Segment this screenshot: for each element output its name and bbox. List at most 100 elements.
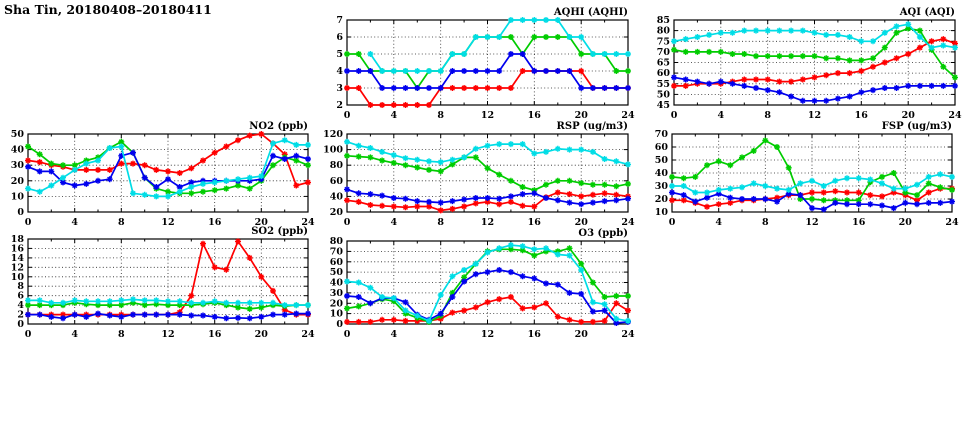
svg-text:0: 0 xyxy=(671,110,678,121)
chart-title-aqi: AQI (AQI) xyxy=(899,7,955,18)
svg-text:24: 24 xyxy=(945,217,959,228)
svg-text:20: 20 xyxy=(575,217,589,228)
svg-text:0: 0 xyxy=(25,329,32,340)
svg-text:24: 24 xyxy=(621,110,635,121)
svg-text:20: 20 xyxy=(902,110,916,121)
svg-text:7: 7 xyxy=(336,15,343,26)
svg-text:8: 8 xyxy=(762,217,769,228)
page-title: Sha Tin, 20180408–20180411 xyxy=(4,2,212,17)
svg-text:65: 65 xyxy=(657,58,670,69)
svg-text:80: 80 xyxy=(657,26,671,37)
svg-text:20: 20 xyxy=(255,329,269,340)
svg-text:40: 40 xyxy=(655,168,669,179)
rsp-plot-canvas: 20 40 60 80 100 120 0 4 8 12 16 20 24 xyxy=(323,129,635,228)
svg-text:16: 16 xyxy=(11,243,25,254)
svg-text:10: 10 xyxy=(330,309,344,320)
chart-title-o3: O3 (ppb) xyxy=(578,228,628,239)
svg-text:80: 80 xyxy=(330,160,344,171)
svg-text:60: 60 xyxy=(657,68,671,79)
svg-text:20: 20 xyxy=(330,298,344,309)
svg-text:4: 4 xyxy=(71,217,78,228)
svg-text:18: 18 xyxy=(11,234,25,245)
svg-text:20: 20 xyxy=(11,176,25,187)
svg-text:50: 50 xyxy=(11,129,25,140)
svg-text:4: 4 xyxy=(390,110,397,121)
svg-text:55: 55 xyxy=(657,79,670,90)
fsp-plot-canvas: 10 20 30 40 50 60 70 0 4 8 12 16 20 24 xyxy=(655,129,959,228)
svg-text:30: 30 xyxy=(655,181,669,192)
svg-text:24: 24 xyxy=(948,110,962,121)
svg-text:8: 8 xyxy=(437,110,444,121)
chart-aqi: 45 50 55 60 65 70 75 80 85 0 4 8 12 16 20 24 AQI (AQI) xyxy=(647,6,964,124)
svg-text:4: 4 xyxy=(715,217,722,228)
svg-text:40: 40 xyxy=(11,145,25,156)
svg-text:12: 12 xyxy=(805,217,818,228)
chart-title-rsp: RSP (ug/m3) xyxy=(556,121,628,132)
svg-text:50: 50 xyxy=(657,89,671,100)
chart-o3: 0 10 20 30 40 50 60 70 80 0 4 8 12 16 20 24 O3 (ppb) xyxy=(320,227,637,343)
svg-text:8: 8 xyxy=(764,110,771,121)
svg-text:16: 16 xyxy=(852,217,866,228)
svg-text:12: 12 xyxy=(161,329,174,340)
chart-title-fsp: FSP (ug/m3) xyxy=(881,121,952,132)
chart-aqhi: 2 3 4 5 6 7 0 4 8 12 16 20 24 AQHI (AQHI) xyxy=(320,6,637,124)
svg-text:24: 24 xyxy=(621,217,635,228)
svg-text:70: 70 xyxy=(330,246,344,257)
svg-text:50: 50 xyxy=(330,267,344,278)
svg-text:16: 16 xyxy=(208,217,222,228)
svg-text:14: 14 xyxy=(11,253,25,264)
svg-text:100: 100 xyxy=(323,145,343,156)
svg-text:4: 4 xyxy=(390,329,397,340)
svg-text:20: 20 xyxy=(899,217,913,228)
svg-text:120: 120 xyxy=(323,129,343,140)
svg-text:10: 10 xyxy=(11,272,25,283)
svg-text:0: 0 xyxy=(669,217,676,228)
svg-text:0: 0 xyxy=(344,110,351,121)
svg-text:75: 75 xyxy=(657,36,670,47)
svg-text:60: 60 xyxy=(330,176,344,187)
svg-text:12: 12 xyxy=(481,217,494,228)
chart-no2: 0 10 20 30 40 50 0 4 8 12 16 20 24 NO2 (ppb) xyxy=(1,120,317,231)
svg-text:6: 6 xyxy=(17,291,24,302)
svg-text:30: 30 xyxy=(11,160,25,171)
chart-so2: 0 2 4 6 8 10 12 14 16 18 0 4 8 12 16 20 24 SO2 (ppb) xyxy=(1,225,317,343)
svg-text:40: 40 xyxy=(330,191,344,202)
svg-text:20: 20 xyxy=(655,194,669,205)
svg-text:80: 80 xyxy=(330,236,344,247)
chart-fsp: 10 20 30 40 50 60 70 0 4 8 12 16 20 24 FSP (ug/m3) xyxy=(645,120,961,231)
svg-text:12: 12 xyxy=(11,262,24,273)
svg-text:24: 24 xyxy=(621,329,635,340)
svg-text:16: 16 xyxy=(528,217,542,228)
svg-text:8: 8 xyxy=(17,281,24,292)
svg-text:12: 12 xyxy=(481,110,494,121)
svg-text:16: 16 xyxy=(528,329,542,340)
svg-text:60: 60 xyxy=(330,257,344,268)
svg-text:4: 4 xyxy=(336,66,343,77)
svg-text:12: 12 xyxy=(481,329,494,340)
svg-text:2: 2 xyxy=(17,310,24,321)
no2-plot-canvas: 0 10 20 30 40 50 0 4 8 12 16 20 24 xyxy=(11,129,315,228)
svg-text:16: 16 xyxy=(208,329,222,340)
svg-text:0: 0 xyxy=(17,207,24,218)
svg-text:20: 20 xyxy=(330,207,344,218)
svg-text:30: 30 xyxy=(330,288,344,299)
svg-text:85: 85 xyxy=(657,15,670,26)
svg-text:6: 6 xyxy=(336,32,343,43)
svg-text:70: 70 xyxy=(657,47,671,58)
svg-text:4: 4 xyxy=(717,110,724,121)
svg-text:24: 24 xyxy=(301,217,315,228)
svg-text:10: 10 xyxy=(655,207,669,218)
chart-title-no2: NO2 (ppb) xyxy=(249,121,308,132)
aqhi-plot-canvas: 2 3 4 5 6 7 0 4 8 12 16 20 24 xyxy=(336,15,635,121)
svg-text:8: 8 xyxy=(118,217,125,228)
chart-title-so2: SO2 (ppb) xyxy=(251,226,308,237)
svg-text:4: 4 xyxy=(17,300,24,311)
svg-text:60: 60 xyxy=(655,142,669,153)
svg-text:20: 20 xyxy=(575,329,589,340)
svg-text:50: 50 xyxy=(655,155,669,166)
svg-text:0: 0 xyxy=(344,217,351,228)
svg-text:3: 3 xyxy=(336,83,343,94)
svg-text:4: 4 xyxy=(390,217,397,228)
svg-text:16: 16 xyxy=(855,110,869,121)
